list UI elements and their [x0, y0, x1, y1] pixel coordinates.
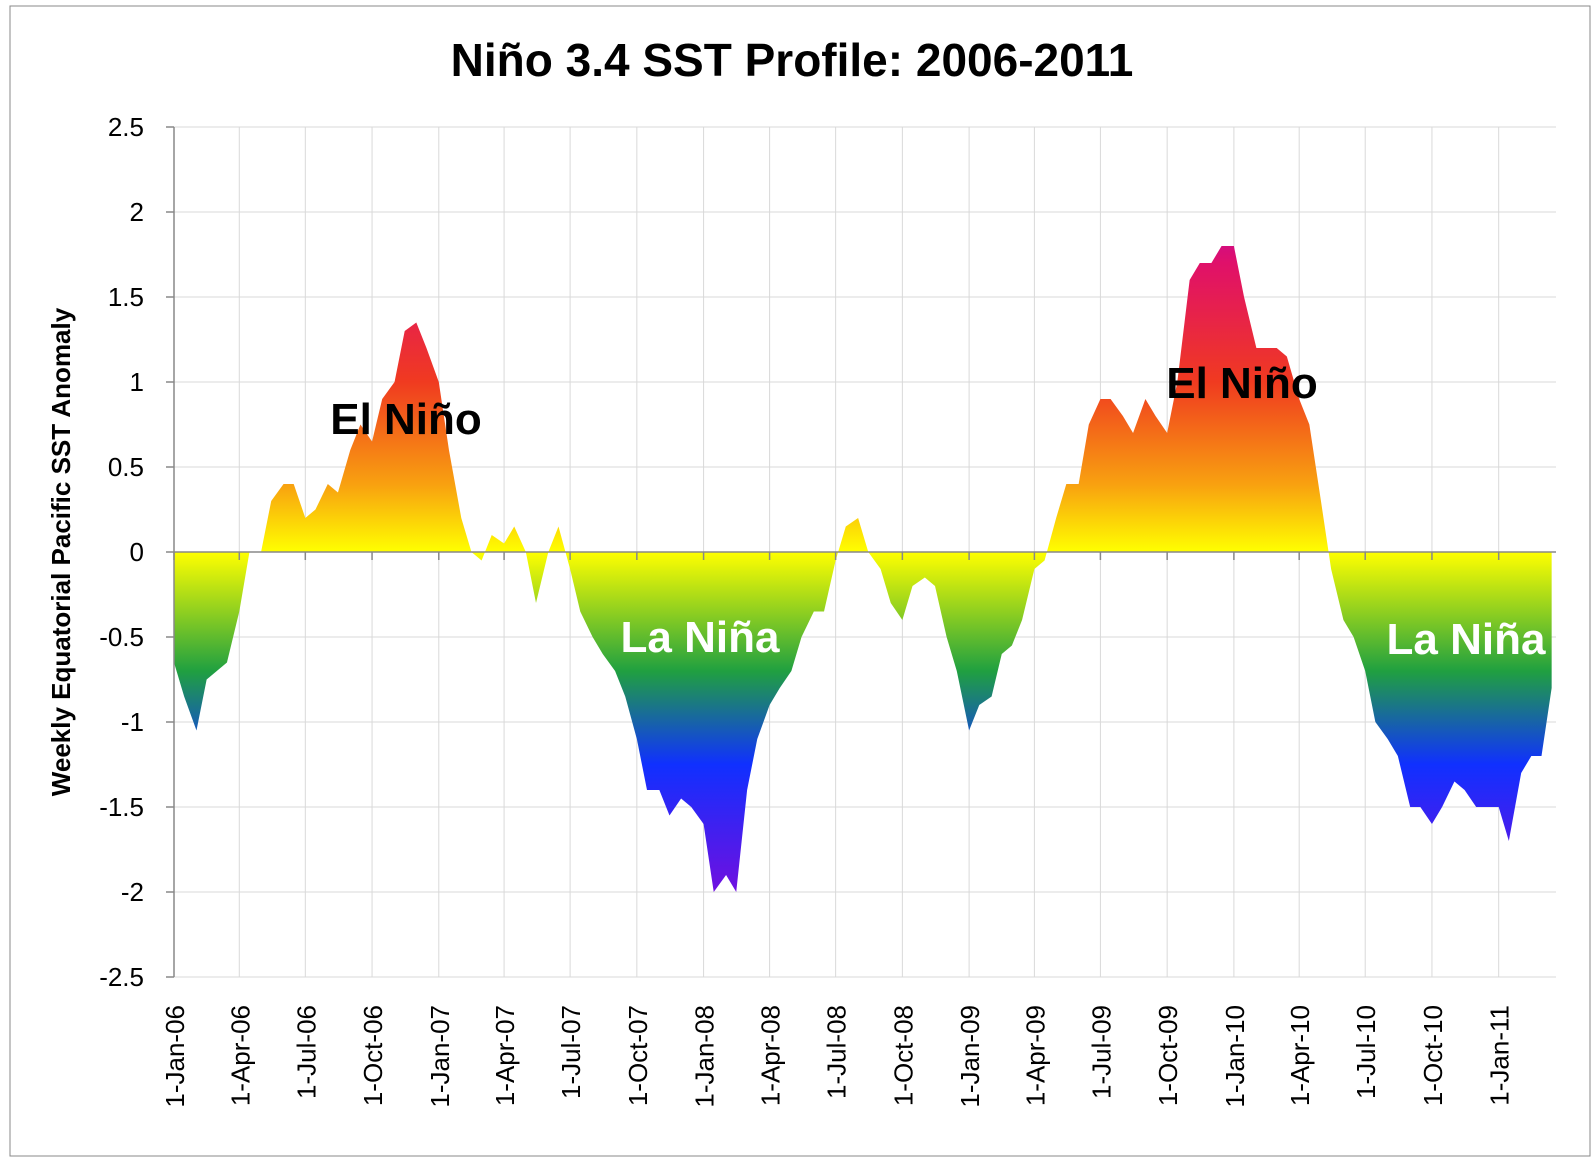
x-tick-label: 1-Jan-10 [1220, 1005, 1250, 1108]
y-tick-label: 1.5 [108, 282, 144, 312]
x-tick-label: 1-Jan-09 [955, 1005, 985, 1108]
annotation: El Niño [1166, 359, 1318, 408]
x-tick-label: 1-Jul-09 [1086, 1005, 1116, 1099]
frame [9, 5, 1591, 1157]
x-tick-label: 1-Apr-07 [490, 1005, 520, 1106]
annotation: La Niña [620, 613, 780, 662]
x-tick-label: 1-Jul-08 [822, 1005, 852, 1099]
y-axis-title: Weekly Equatorial Pacific SST Anomaly [46, 307, 76, 796]
y-tick-label: -1 [121, 707, 144, 737]
annotation: El Niño [330, 395, 482, 444]
x-tick-label: 1-Apr-10 [1285, 1005, 1315, 1106]
x-tick-label: 1-Apr-09 [1020, 1005, 1050, 1106]
x-tick-label: 1-Jan-11 [1485, 1005, 1515, 1106]
y-tick-label: 2 [130, 197, 144, 227]
x-tick-label: 1-Jul-10 [1351, 1005, 1381, 1099]
chart-title: Niño 3.4 SST Profile: 2006-2011 [451, 34, 1134, 86]
x-tick-label: 1-Oct-07 [623, 1005, 653, 1106]
x-tick-label: 1-Jul-06 [291, 1005, 321, 1099]
x-tick-label: 1-Oct-09 [1153, 1005, 1183, 1106]
y-tick-label: 0.5 [108, 452, 144, 482]
y-tick-label: -2 [121, 877, 144, 907]
x-tick-label: 1-Oct-08 [888, 1005, 918, 1106]
x-tick-label: 1-Oct-06 [358, 1005, 388, 1106]
sst-area [174, 246, 1552, 892]
y-tick-label: -0.5 [99, 622, 144, 652]
x-tick-label: 1-Jan-07 [425, 1005, 455, 1108]
x-tick-label: 1-Jul-07 [556, 1005, 586, 1099]
x-tick-label: 1-Jan-08 [690, 1005, 720, 1108]
x-tick-label: 1-Apr-08 [756, 1005, 786, 1106]
x-tick-label: 1-Apr-06 [225, 1005, 255, 1106]
y-tick-label: 2.5 [108, 112, 144, 142]
y-tick-label: -2.5 [99, 962, 144, 992]
x-tick-label: 1-Oct-10 [1418, 1005, 1448, 1106]
annotation: La Niña [1386, 615, 1546, 664]
x-tick-label: 1-Jan-06 [160, 1005, 190, 1108]
y-tick-label: -1.5 [99, 792, 144, 822]
y-tick-label: 1 [130, 367, 144, 397]
y-tick-label: 0 [130, 537, 144, 567]
